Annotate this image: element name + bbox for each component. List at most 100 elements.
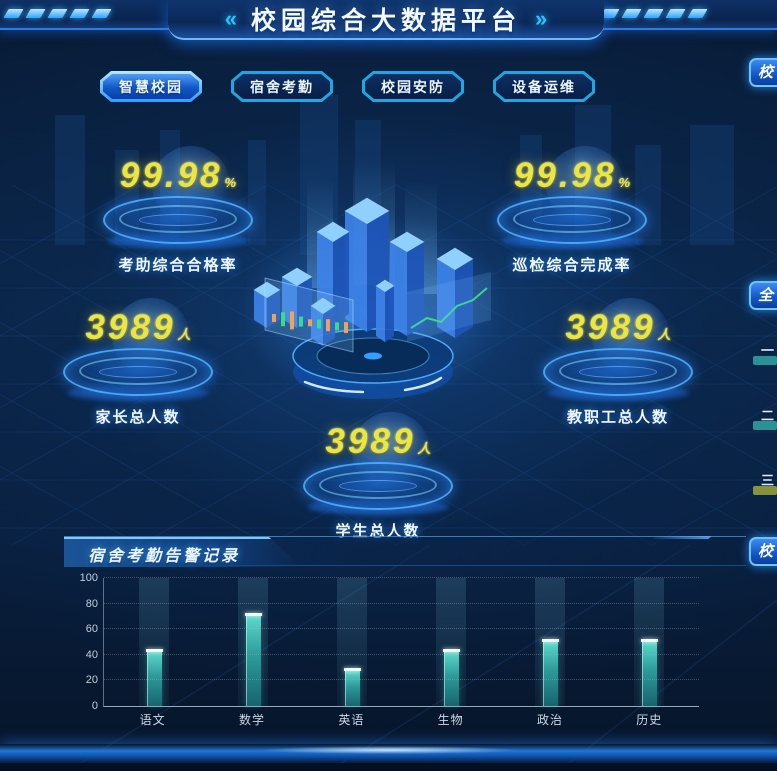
edge-tab-top[interactable]: 校 [749, 58, 777, 87]
stat-unit: % [224, 175, 237, 190]
gridline [104, 577, 699, 578]
hologram-3d-visualization [245, 160, 510, 405]
dash-decoration [643, 9, 664, 18]
tab-label: 智慧校园 [103, 74, 199, 99]
stat-unit: 人 [177, 327, 191, 342]
chart-column [501, 578, 600, 706]
chart-column [104, 578, 203, 706]
bar-chart: 0 20 40 60 80 100 [80, 572, 699, 712]
stat-value: 3989 人 [278, 422, 478, 462]
y-tick-label: 0 [91, 700, 98, 712]
platform-disc [497, 196, 647, 249]
chart-column [600, 578, 699, 706]
gridline [104, 628, 699, 630]
bar-数学 [244, 613, 262, 706]
edge-tab-label: 校 [758, 543, 774, 560]
stat-patrol-completion-rate: 99.98% 巡检综合完成率 [472, 146, 672, 275]
stat-unit: % [618, 175, 631, 190]
edge-row-label: 二 [760, 408, 774, 423]
stat-value: 3989 人 [38, 308, 238, 348]
x-tick-label: 英语 [338, 713, 365, 727]
bar-历史 [641, 639, 659, 706]
platform-disc [543, 348, 693, 401]
stat-parents-total: 3989 人 家长总人数 [38, 298, 238, 427]
bar-生物 [443, 649, 461, 706]
stat-value: 3989 人 [518, 308, 718, 348]
dash-decoration [3, 9, 24, 18]
panel-header-notch [652, 536, 712, 539]
platform-disc [303, 462, 453, 515]
stat-label: 教职工总人数 [566, 409, 669, 426]
bar-政治 [542, 639, 560, 706]
dash-decoration [91, 9, 112, 18]
stat-staff-total: 3989 人 教职工总人数 [518, 298, 718, 427]
dash-decoration [25, 9, 46, 18]
edge-row-bar [753, 486, 777, 495]
chevron-left-icon: « [224, 6, 237, 31]
y-tick-label: 60 [85, 623, 98, 636]
header-right-dashes [599, 9, 708, 18]
stat-label: 考助综合合格率 [118, 257, 238, 274]
edge-row-label: 一 [760, 343, 774, 358]
stat-value: 99.98% [472, 156, 672, 196]
chart-x-axis-labels: 语文 数学 英语 生物 政治 历史 [103, 711, 699, 728]
tab-dorm-attendance[interactable]: 宿舍考勤 [231, 71, 333, 102]
y-tick-label: 100 [79, 572, 98, 584]
platform-disc [103, 196, 253, 249]
edge-tab-label: 全 [758, 287, 774, 304]
bottom-glow-bar [0, 744, 777, 764]
main-tabs: 智慧校园 宿舍考勤 校园安防 设备运维 [100, 71, 595, 102]
panel-title: 宿舍考勤告警记录 [88, 548, 241, 565]
tab-smart-campus[interactable]: 智慧校园 [100, 71, 202, 102]
stat-students-total: 3989 人 学生总人数 [278, 412, 478, 541]
gridline [104, 679, 699, 681]
panel-dorm-alert-records: 宿舍考勤告警记录 [64, 536, 746, 567]
stat-value: 99.98% [78, 156, 278, 196]
tab-equipment-ops[interactable]: 设备运维 [493, 71, 595, 102]
y-tick-label: 20 [85, 674, 98, 687]
stat-label: 家长总人数 [95, 409, 181, 426]
x-tick-label: 政治 [536, 713, 563, 727]
dash-decoration [621, 9, 642, 18]
stat-number: 99.98 [513, 156, 617, 195]
x-tick-label: 生物 [437, 713, 464, 727]
stat-number: 99.98 [119, 156, 223, 195]
x-tick-label: 语文 [139, 713, 166, 727]
edge-row-bar [753, 356, 777, 365]
chevron-right-icon: » [535, 6, 548, 31]
gridline [104, 653, 699, 655]
bar-英语 [343, 668, 361, 706]
x-tick-label: 历史 [636, 713, 663, 727]
stat-number: 3989 [85, 308, 176, 347]
dash-decoration [665, 9, 686, 18]
edge-tab-bottom[interactable]: 校 [749, 537, 777, 566]
edge-tab-middle[interactable]: 全 [749, 281, 777, 310]
y-tick-label: 80 [85, 597, 98, 610]
edge-tab-label: 校 [758, 64, 774, 81]
glow-highlight [258, 746, 519, 754]
platform-disc [63, 348, 213, 401]
stat-label: 巡检综合完成率 [512, 257, 632, 274]
stat-unit: 人 [417, 441, 431, 456]
stat-label: 学生总人数 [335, 523, 421, 540]
tab-label: 宿舍考勤 [234, 74, 330, 99]
stat-number: 3989 [325, 422, 416, 461]
chart-plot-area [104, 578, 699, 706]
header-left-dashes [3, 9, 112, 18]
header-title-plate: « 校园综合大数据平台 » [168, 0, 604, 40]
panel-header-accent [64, 537, 302, 567]
stat-exam-pass-rate: 99.98% 考助综合合格率 [78, 146, 278, 275]
page-title: 校园综合大数据平台 [250, 7, 521, 35]
x-tick-label: 数学 [238, 713, 265, 727]
edge-row-bar [753, 421, 777, 430]
tab-campus-security[interactable]: 校园安防 [362, 71, 464, 102]
stat-number: 3989 [565, 308, 656, 347]
dash-decoration [69, 9, 90, 18]
dash-decoration [687, 9, 708, 18]
dash-decoration [47, 9, 68, 18]
y-tick-label: 40 [85, 648, 98, 661]
chart-column [302, 578, 401, 706]
bottom-edge [0, 763, 777, 771]
chart-column [402, 578, 501, 706]
